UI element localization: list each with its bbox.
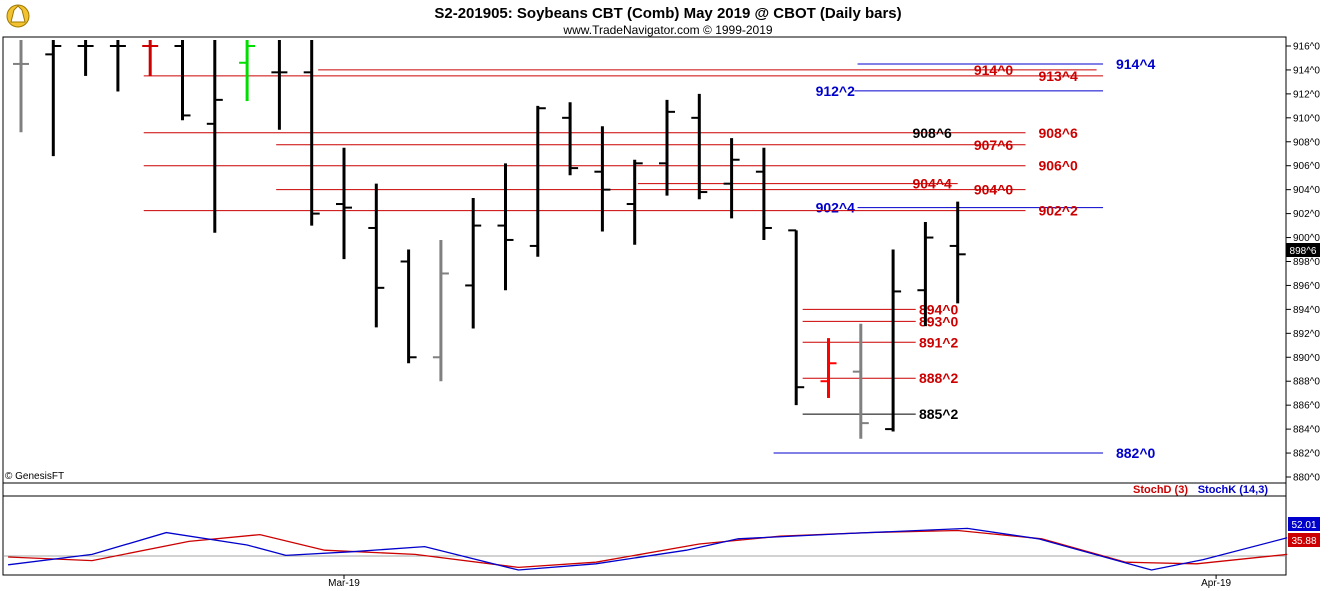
- date-tick-label: Apr-19: [1201, 578, 1231, 589]
- last-price-label: 898^6: [1290, 246, 1317, 257]
- date-axis: Mar-19 Apr-19: [328, 575, 1232, 589]
- price-tick-label: 900^0: [1293, 233, 1320, 244]
- stoch-line: [8, 527, 1288, 571]
- level-label: 913^4: [1038, 68, 1078, 84]
- price-tick-label: 906^0: [1293, 161, 1320, 172]
- stochd-value: 35.88: [1291, 536, 1316, 547]
- level-label: 912^2: [816, 83, 856, 99]
- price-tick-label: 890^0: [1293, 353, 1320, 364]
- level-label: 908^6: [912, 125, 952, 141]
- stochastic-lines: [8, 527, 1288, 571]
- price-tick-label: 884^0: [1293, 425, 1320, 436]
- price-tick-label: 904^0: [1293, 185, 1320, 196]
- price-tick-label: 896^0: [1293, 281, 1320, 292]
- date-tick-label: Mar-19: [328, 578, 360, 589]
- level-label: 885^2: [919, 406, 959, 422]
- indicator-panel-frame: [2, 482, 1287, 576]
- level-label: 891^2: [919, 334, 959, 350]
- logo: [6, 4, 30, 28]
- price-tick-label: 882^0: [1293, 449, 1320, 460]
- price-tick-label: 902^0: [1293, 209, 1320, 220]
- stochk-value: 52.01: [1291, 520, 1316, 531]
- last-price-box: [1286, 243, 1320, 257]
- level-label: 888^2: [919, 370, 959, 386]
- price-tick-label: 898^0: [1293, 257, 1320, 268]
- level-label: 906^0: [1038, 158, 1078, 174]
- level-label: 907^6: [974, 137, 1014, 153]
- level-label: 882^0: [1116, 445, 1156, 461]
- stochd-legend: StochD (3): [1133, 484, 1188, 496]
- price-levels: 914^4 914^0 913^4 912^2 908^6 908^6 907^6 906^0…: [143, 56, 1156, 461]
- genesis-copyright: © GenesisFT: [5, 471, 64, 482]
- price-axis: 916^0 914^0 912^0 910^0 908^0 906^0 904^0 902^0…: [1286, 41, 1320, 484]
- price-panel-frame: [2, 36, 1287, 484]
- level-label: 914^0: [974, 62, 1014, 78]
- stochk-value-box: [1288, 517, 1320, 531]
- chart-title: S2-201905: Soybeans CBT (Comb) May 2019 …: [434, 5, 901, 22]
- sail-icon: [10, 5, 26, 23]
- level-label: 908^6: [1038, 125, 1078, 141]
- stochk-legend: StochK (14,3): [1198, 484, 1269, 496]
- level-label: 904^0: [974, 182, 1014, 198]
- price-tick-label: 908^0: [1293, 137, 1320, 148]
- stochd-value-box: [1288, 533, 1320, 547]
- level-label: 902^2: [1038, 203, 1078, 219]
- level-label: 894^0: [919, 301, 959, 317]
- ohlc-bars: [13, 40, 966, 439]
- price-tick-label: 910^0: [1293, 113, 1320, 124]
- price-tick-label: 914^0: [1293, 65, 1320, 76]
- level-label: 914^4: [1116, 56, 1156, 72]
- price-tick-label: 892^0: [1293, 329, 1320, 340]
- chart-subtitle: www.TradeNavigator.com © 1999-2019: [562, 23, 772, 37]
- price-tick-label: 888^0: [1293, 377, 1320, 388]
- level-label: 902^4: [816, 200, 856, 216]
- price-tick-label: 886^0: [1293, 401, 1320, 412]
- price-tick-label: 912^0: [1293, 89, 1320, 100]
- level-label: 893^0: [919, 313, 959, 329]
- price-tick-label: 894^0: [1293, 305, 1320, 316]
- price-tick-label: 916^0: [1293, 41, 1320, 52]
- level-label: 904^4: [912, 176, 952, 192]
- stoch-line: [8, 529, 1288, 569]
- price-tick-label: 880^0: [1293, 473, 1320, 484]
